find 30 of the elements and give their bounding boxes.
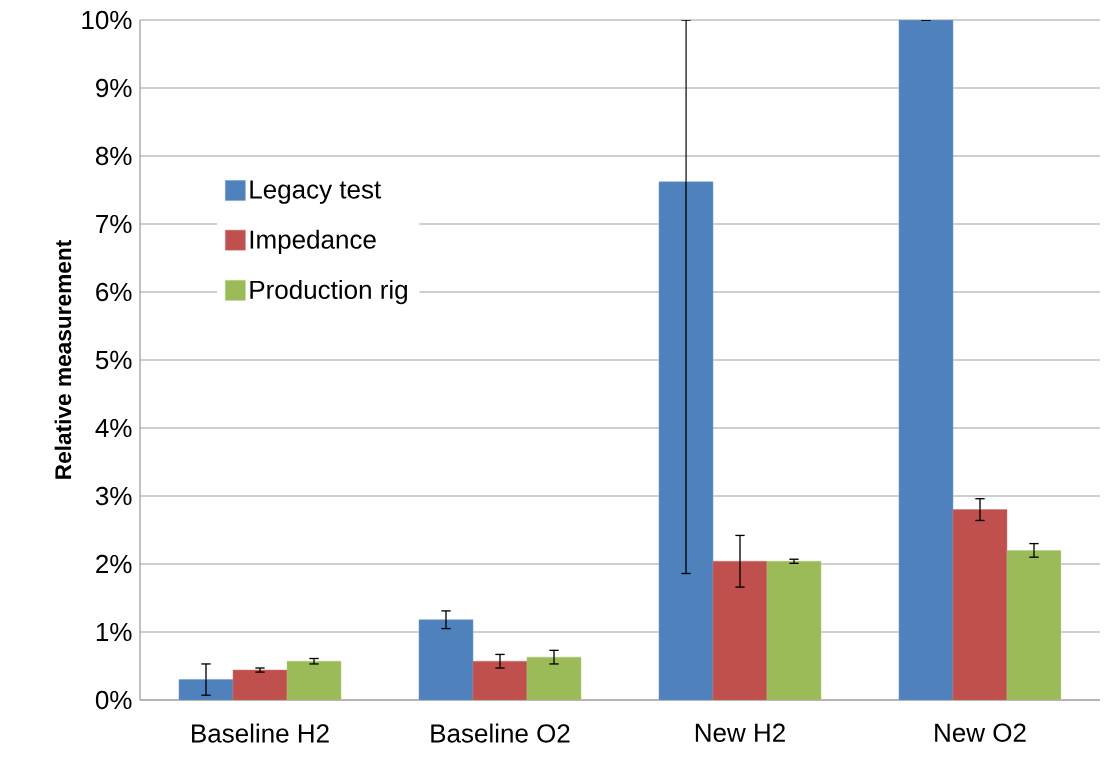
y-tick-label: 3% [95,486,132,506]
legend-label: Production rig [250,279,407,305]
x-tick-label: Baseline H2 [192,723,329,743]
y-tick-label: 9% [96,78,132,98]
legend-label: Legacy test [250,180,382,204]
bar [418,619,474,700]
bar [472,660,528,700]
bar [526,656,582,700]
y-tick-label: 1% [96,622,132,642]
y-tick-label: 4% [95,418,132,438]
y-tick-label: 10% [82,10,132,30]
y-tick-label: 6% [96,282,132,302]
bar [766,560,822,700]
x-tick-label: Baseline O2 [431,723,570,743]
y-tick-label: 7% [96,214,132,234]
y-tick-label: 8% [96,146,132,166]
legend-label: Impedance [250,229,376,254]
x-tick-label: New H2 [695,723,785,742]
bar [178,679,234,700]
bar [712,560,768,700]
bar [898,19,954,700]
y-tick-label: 5% [95,350,132,370]
x-tick-label: New O2 [935,723,1026,742]
bar [952,509,1008,700]
y-axis-title: Relative measurement [54,239,72,479]
bar [286,660,342,700]
y-tick-label: 2% [96,554,132,574]
bar [1006,550,1062,700]
y-tick-label: 0% [95,690,132,710]
bar [232,669,288,700]
